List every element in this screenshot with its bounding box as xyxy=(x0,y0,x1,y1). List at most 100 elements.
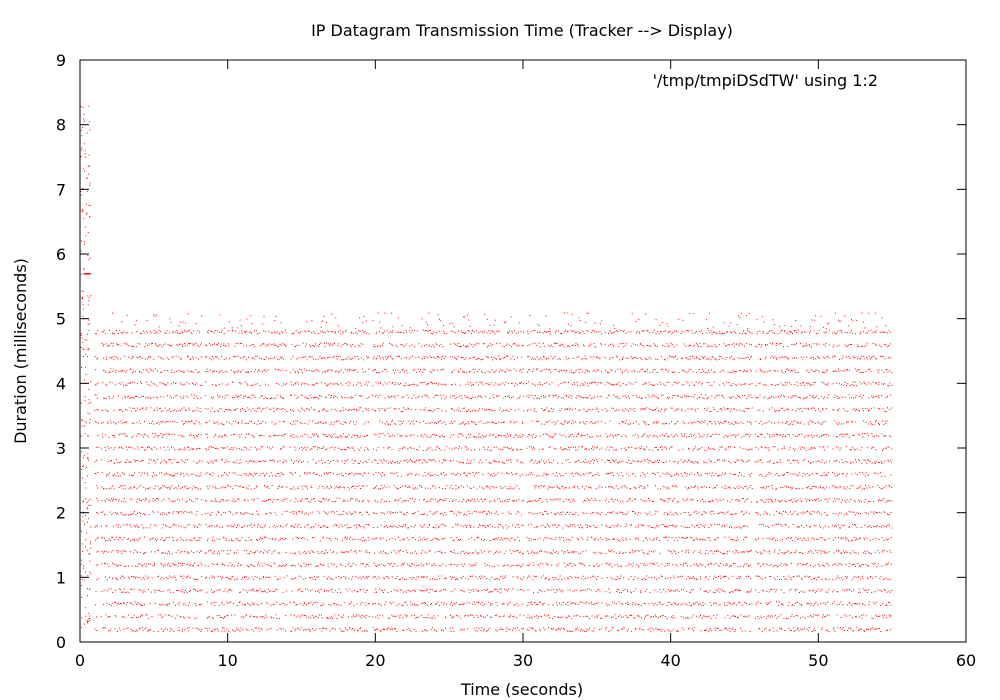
data-point xyxy=(113,448,115,450)
data-point xyxy=(465,357,467,359)
data-point xyxy=(367,434,369,436)
data-point xyxy=(209,369,211,371)
data-point xyxy=(283,383,285,385)
data-point xyxy=(303,460,304,462)
data-point xyxy=(107,551,109,553)
data-point xyxy=(104,499,106,501)
data-point xyxy=(279,552,281,554)
data-point xyxy=(224,630,226,632)
data-point xyxy=(414,524,416,526)
data-point xyxy=(425,629,427,631)
data-point xyxy=(242,332,244,334)
data-point xyxy=(445,514,447,516)
data-point xyxy=(138,563,140,565)
data-point xyxy=(492,434,494,436)
data-point xyxy=(453,513,455,515)
data-point xyxy=(120,383,122,385)
data-point xyxy=(256,616,258,618)
data-point xyxy=(300,500,302,502)
data-point xyxy=(129,602,131,604)
data-point xyxy=(374,552,376,554)
data-point xyxy=(125,332,127,334)
data-point xyxy=(404,538,406,540)
data-point xyxy=(149,563,151,565)
data-point xyxy=(460,539,461,540)
data-point xyxy=(375,460,377,461)
data-point xyxy=(315,566,317,567)
data-point xyxy=(101,500,103,502)
data-point xyxy=(313,472,315,474)
data-point xyxy=(140,484,142,486)
data-point xyxy=(276,331,278,333)
data-point xyxy=(173,382,174,384)
data-point xyxy=(125,421,127,423)
data-point xyxy=(481,434,483,436)
data-point xyxy=(166,514,168,516)
data-point xyxy=(120,589,122,591)
data-point xyxy=(315,474,317,475)
data-point xyxy=(403,514,405,515)
data-point xyxy=(372,527,374,528)
data-point xyxy=(423,602,425,604)
data-point xyxy=(300,576,302,578)
data-point xyxy=(234,485,236,487)
data-point xyxy=(315,628,317,630)
data-point xyxy=(455,383,456,385)
data-point xyxy=(200,562,202,564)
data-point xyxy=(444,552,446,553)
data-point xyxy=(403,371,405,373)
data-point xyxy=(304,356,306,358)
data-point xyxy=(179,499,181,501)
data-point xyxy=(281,486,282,488)
data-point xyxy=(121,422,123,424)
data-point xyxy=(183,397,185,399)
data-point xyxy=(490,486,492,488)
data-point xyxy=(480,578,482,580)
data-point xyxy=(463,499,464,501)
data-point xyxy=(147,446,149,448)
data-point xyxy=(352,332,354,334)
data-point xyxy=(317,422,319,424)
data-point xyxy=(271,484,273,486)
data-point xyxy=(161,371,163,373)
data-point xyxy=(295,553,297,555)
data-point xyxy=(198,537,200,539)
data-point xyxy=(307,539,309,541)
data-point xyxy=(218,589,220,590)
data-point xyxy=(446,485,448,487)
data-point xyxy=(396,575,398,577)
data-point xyxy=(101,459,103,461)
data-point xyxy=(155,538,156,540)
data-point xyxy=(354,345,356,347)
data-point xyxy=(404,329,406,331)
data-point xyxy=(351,369,353,371)
data-point xyxy=(102,536,104,538)
data-point xyxy=(169,512,170,514)
data-point xyxy=(442,589,444,591)
data-point xyxy=(103,488,105,490)
data-point xyxy=(135,371,137,373)
data-point xyxy=(307,472,309,474)
data-point xyxy=(175,551,177,553)
data-point xyxy=(222,536,224,538)
data-point xyxy=(430,498,432,500)
data-point xyxy=(141,446,143,448)
data-point xyxy=(433,485,435,487)
data-point xyxy=(408,539,410,541)
data-point xyxy=(206,500,208,502)
data-point xyxy=(464,346,466,347)
data-point xyxy=(452,356,454,358)
data-point xyxy=(275,538,277,540)
data-point xyxy=(357,500,359,502)
data-point xyxy=(223,447,225,449)
data-point xyxy=(399,355,400,357)
data-point xyxy=(175,487,177,489)
data-point xyxy=(124,616,126,618)
data-point xyxy=(404,562,406,564)
data-point xyxy=(307,461,309,463)
data-point xyxy=(113,368,115,370)
data-point xyxy=(168,344,170,346)
data-point xyxy=(143,436,144,438)
data-point xyxy=(338,420,340,422)
data-point xyxy=(480,436,482,438)
